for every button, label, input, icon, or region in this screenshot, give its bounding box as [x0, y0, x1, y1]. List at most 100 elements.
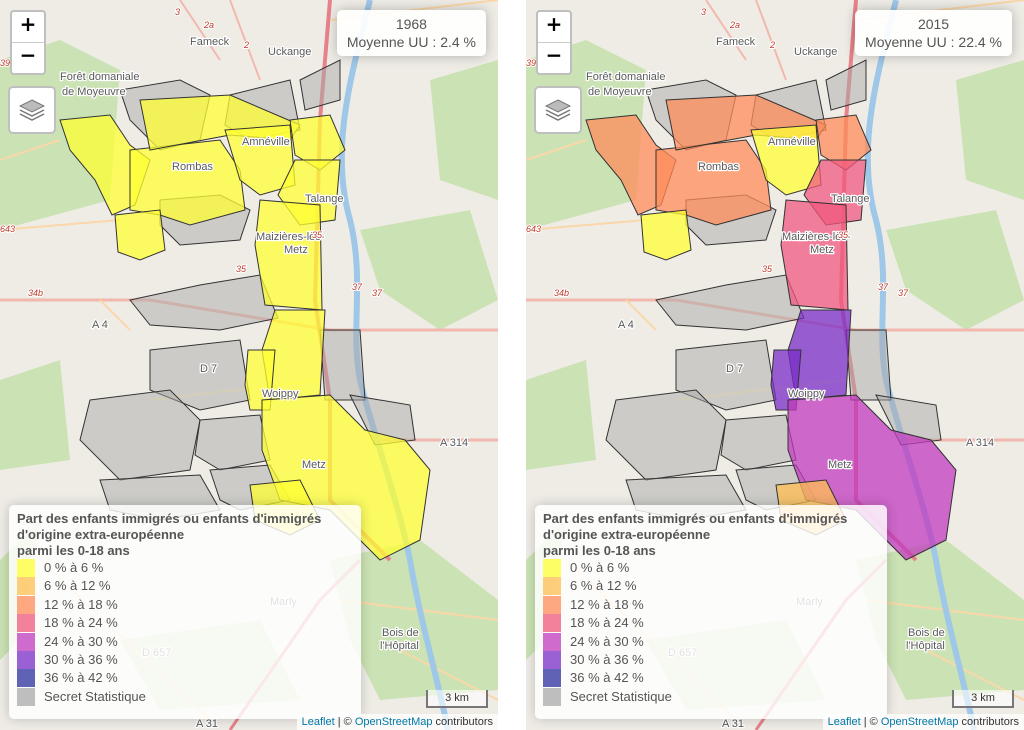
osm-link[interactable]: OpenStreetMap: [880, 716, 959, 728]
road-line: [625, 299, 657, 331]
scale-bar: 3 km: [952, 690, 1014, 708]
legend-item: 24 % à 30 %: [17, 632, 353, 651]
map-label-r35a: 35: [762, 264, 773, 274]
legend-swatch: [543, 669, 561, 688]
zone-rombas[interactable]: [129, 139, 246, 226]
legend-label: 0 % à 6 %: [44, 560, 104, 575]
legend-items: 0 % à 6 % 6 % à 12 % 12 % à 18 % 18 % à 24 …: [543, 559, 879, 706]
legend-label: 12 % à 18 %: [570, 596, 644, 612]
zone-secret[interactable]: [194, 414, 271, 471]
legend-swatch: [543, 559, 561, 577]
legend-swatch: [17, 577, 35, 596]
zone-woippy[interactable]: [770, 349, 802, 411]
map-label-r37a: 37: [352, 282, 363, 292]
road-line: [229, 0, 261, 81]
legend-item: 24 % à 30 %: [543, 632, 879, 651]
road-line: [526, 219, 647, 231]
zone-secret[interactable]: [349, 394, 416, 446]
attribution-contributors: contributors: [432, 716, 493, 728]
legend-item: 0 % à 6 %: [543, 559, 879, 577]
legend: Part des enfants immigrés ou enfants d'i…: [9, 505, 361, 719]
zone-amneville[interactable]: [224, 124, 296, 196]
zone-corridor[interactable]: [254, 199, 323, 311]
legend-items: 0 % à 6 % 6 % à 12 % 12 % à 18 % 18 % à 24 …: [17, 559, 353, 706]
legend-swatch: [17, 669, 35, 688]
map-label-metz: Metz: [302, 459, 326, 471]
legend-item: 30 % à 36 %: [543, 650, 879, 669]
map-label-fameck: Fameck: [190, 36, 230, 48]
legend-title-line-2: d'origine extra-européenne: [543, 527, 711, 542]
map-label-maizieres2: Metz: [284, 244, 308, 256]
zone-secret[interactable]: [825, 59, 867, 111]
legend-swatch: [17, 632, 35, 651]
zone-woippy[interactable]: [244, 349, 276, 411]
map-panel-2015[interactable]: Fameck Uckange Forêt domaniale de Moyeuvre A…: [526, 0, 1024, 730]
map-label-foret2: de Moyeuvre: [588, 86, 652, 98]
osm-link[interactable]: OpenStreetMap: [354, 716, 433, 728]
zone-sw[interactable]: [640, 209, 692, 261]
legend-swatch: [543, 614, 561, 633]
scale-bar: 3 km: [426, 690, 488, 708]
map-label-foret1: Forêt domaniale: [586, 71, 666, 83]
legend-item: 6 % à 12 %: [17, 577, 353, 596]
legend-label: 6 % à 12 %: [44, 578, 111, 594]
layers-button[interactable]: [8, 86, 56, 134]
zoom-out-button[interactable]: −: [19, 43, 37, 67]
legend-swatch: [543, 650, 561, 669]
zone-secret[interactable]: [875, 394, 942, 446]
map-label-uckange: Uckange: [794, 46, 837, 58]
road-line: [755, 0, 787, 81]
zone-secret[interactable]: [605, 389, 727, 481]
zone-secret[interactable]: [299, 59, 341, 111]
map-label-r3: 3: [701, 7, 706, 17]
map-label-r35b: 35: [838, 230, 849, 240]
zoom-in-button[interactable]: +: [12, 12, 44, 43]
zone-secret[interactable]: [845, 329, 892, 401]
map-panel-1968[interactable]: Fameck Uckange Forêt domaniale de Moyeuvre A…: [0, 0, 498, 730]
map-label-rombas: Rombas: [172, 161, 213, 173]
map-label-talange: Talange: [305, 193, 344, 205]
legend-label: 36 % à 42 %: [44, 670, 118, 686]
zone-rombas[interactable]: [655, 139, 772, 226]
legend-label: 0 % à 6 %: [570, 560, 630, 575]
zone-secret[interactable]: [79, 389, 201, 481]
attribution: Leaflet | © OpenStreetMap contributors: [822, 714, 1024, 730]
map-label-uckange: Uckange: [268, 46, 311, 58]
leaflet-link[interactable]: Leaflet: [827, 716, 861, 728]
forest-area: [360, 210, 498, 330]
map-label-woippy: Woippy: [788, 388, 825, 400]
zoom-out-button[interactable]: −: [545, 43, 563, 67]
map-label-a4: A 4: [618, 319, 634, 331]
road-line: [526, 139, 587, 161]
attribution-contributors: contributors: [958, 716, 1019, 728]
map-label-metz: Metz: [828, 459, 852, 471]
info-box: 2015 Moyenne UU : 22.4 %: [855, 10, 1012, 56]
road-line: [179, 0, 221, 61]
legend-item: 36 % à 42 %: [543, 669, 879, 688]
zone-sw[interactable]: [114, 209, 166, 261]
zone-secret[interactable]: [319, 329, 366, 401]
legend-swatch: [17, 650, 35, 669]
zone-secret[interactable]: [149, 339, 251, 411]
leaflet-link[interactable]: Leaflet: [301, 716, 335, 728]
layers-button[interactable]: [534, 86, 582, 134]
map-label-r34b: 34b: [554, 288, 569, 298]
mean-label: Moyenne UU : 2.4 %: [346, 34, 476, 50]
map-canvas[interactable]: Fameck Uckange Forêt domaniale de Moyeuvre A…: [0, 0, 498, 730]
map-label-rombas: Rombas: [698, 161, 739, 173]
map-label-r39: 39: [0, 58, 10, 68]
zone-corridor[interactable]: [780, 199, 849, 311]
layers-icon: [18, 99, 46, 121]
zoom-in-button[interactable]: +: [538, 12, 570, 43]
map-label-r3: 3: [175, 7, 180, 17]
zone-amneville[interactable]: [750, 124, 822, 196]
legend-title-line-3: parmi les 0-18 ans: [17, 543, 130, 558]
map-label-d7: D 7: [200, 363, 217, 375]
zone-secret[interactable]: [675, 339, 777, 411]
map-label-bois1: Bois de: [382, 627, 419, 639]
map-label-r39: 39: [526, 58, 536, 68]
map-label-a31: A 31: [722, 718, 744, 730]
legend-item: 36 % à 42 %: [17, 669, 353, 688]
zone-secret[interactable]: [720, 414, 797, 471]
legend-item: 12 % à 18 %: [17, 595, 353, 614]
